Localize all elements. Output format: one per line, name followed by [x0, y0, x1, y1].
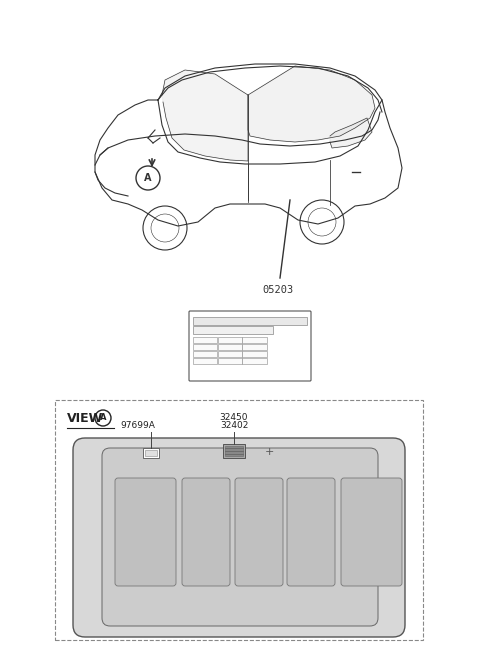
- Polygon shape: [330, 118, 372, 148]
- FancyBboxPatch shape: [189, 311, 311, 381]
- Bar: [218, 337, 242, 343]
- Text: A: A: [100, 413, 106, 422]
- FancyBboxPatch shape: [341, 478, 402, 586]
- Bar: [223, 444, 245, 458]
- Text: 97699A: 97699A: [120, 421, 156, 430]
- Polygon shape: [162, 70, 248, 161]
- Bar: [145, 450, 157, 456]
- Bar: [193, 317, 307, 325]
- Bar: [193, 358, 217, 364]
- FancyBboxPatch shape: [235, 478, 283, 586]
- Bar: [193, 350, 217, 357]
- Bar: [218, 344, 242, 350]
- Bar: [242, 344, 266, 350]
- FancyBboxPatch shape: [73, 438, 405, 637]
- Bar: [143, 448, 159, 458]
- FancyBboxPatch shape: [182, 478, 230, 586]
- Bar: [55, 400, 423, 640]
- FancyBboxPatch shape: [287, 478, 335, 586]
- FancyBboxPatch shape: [115, 478, 176, 586]
- Bar: [193, 344, 217, 350]
- FancyBboxPatch shape: [102, 448, 378, 626]
- Text: 05203: 05203: [263, 285, 294, 295]
- Bar: [193, 326, 273, 334]
- Text: 32402: 32402: [220, 421, 248, 430]
- Bar: [193, 337, 217, 343]
- Text: A: A: [144, 173, 152, 183]
- Bar: [218, 350, 242, 357]
- Bar: [242, 358, 266, 364]
- Polygon shape: [248, 66, 375, 142]
- Bar: [225, 446, 243, 456]
- Bar: [242, 337, 266, 343]
- Bar: [218, 358, 242, 364]
- Text: VIEW: VIEW: [67, 411, 103, 424]
- Bar: [242, 350, 266, 357]
- Text: +: +: [264, 447, 274, 457]
- Text: 32450: 32450: [220, 413, 248, 422]
